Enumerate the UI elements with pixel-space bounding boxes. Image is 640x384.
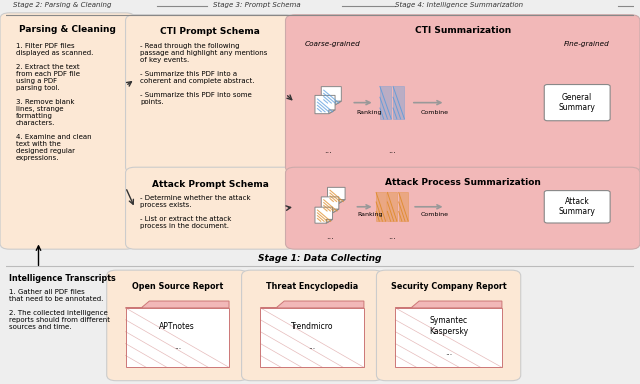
Text: ...: ...: [324, 146, 332, 154]
Text: CTI Prompt Schema: CTI Prompt Schema: [160, 27, 260, 36]
Text: Combine: Combine: [420, 110, 448, 115]
Text: Stage 2: Parsing & Cleaning: Stage 2: Parsing & Cleaning: [13, 2, 111, 8]
Text: Attack
Summary: Attack Summary: [559, 197, 596, 217]
Text: ...: ...: [388, 232, 396, 241]
Polygon shape: [329, 110, 335, 114]
Text: Attack Process Summarization: Attack Process Summarization: [385, 177, 541, 187]
Text: Symantec
Kaspersky

...: Symantec Kaspersky ...: [429, 316, 468, 356]
FancyBboxPatch shape: [393, 86, 404, 119]
Text: APTnotes

...: APTnotes ...: [159, 321, 195, 351]
Text: Trendmicro

...: Trendmicro ...: [291, 321, 333, 351]
FancyBboxPatch shape: [399, 192, 408, 221]
FancyBboxPatch shape: [125, 15, 295, 173]
FancyBboxPatch shape: [376, 270, 521, 381]
FancyBboxPatch shape: [544, 84, 610, 121]
Text: Intelligence Transcripts: Intelligence Transcripts: [10, 274, 116, 283]
FancyBboxPatch shape: [125, 308, 229, 367]
Polygon shape: [396, 301, 502, 308]
Text: Stage 3: Prompt Schema: Stage 3: Prompt Schema: [213, 2, 301, 8]
Polygon shape: [326, 219, 333, 223]
Text: Attack Prompt Schema: Attack Prompt Schema: [152, 180, 269, 189]
Text: ...: ...: [326, 232, 334, 241]
FancyBboxPatch shape: [380, 86, 391, 119]
FancyBboxPatch shape: [285, 167, 640, 249]
Polygon shape: [315, 95, 335, 114]
Text: Open Source Report: Open Source Report: [132, 281, 223, 291]
Text: 1. Gather all PDF files
that need to be annotated.

2. The collected intelligenc: 1. Gather all PDF files that need to be …: [10, 289, 111, 330]
FancyBboxPatch shape: [376, 192, 385, 221]
Text: Stage 1: Data Collecting: Stage 1: Data Collecting: [259, 254, 381, 263]
Text: 1. Filter PDF files
displayed as scanned.

2. Extract the text
from each PDF fil: 1. Filter PDF files displayed as scanned…: [16, 43, 93, 161]
FancyBboxPatch shape: [107, 270, 248, 381]
FancyBboxPatch shape: [241, 270, 383, 381]
Text: Stage 4: Intelligence Summarization: Stage 4: Intelligence Summarization: [396, 2, 524, 8]
Polygon shape: [260, 301, 364, 308]
Polygon shape: [315, 207, 333, 223]
FancyBboxPatch shape: [285, 15, 640, 173]
FancyBboxPatch shape: [260, 308, 364, 367]
Polygon shape: [333, 209, 339, 213]
Text: Security Company Report: Security Company Report: [391, 281, 506, 291]
Text: General
Summary: General Summary: [559, 93, 596, 113]
Polygon shape: [125, 301, 229, 308]
Text: Fine-grained: Fine-grained: [564, 41, 609, 47]
Text: Coarse-grained: Coarse-grained: [305, 41, 360, 47]
Polygon shape: [321, 197, 339, 213]
Text: Parsing & Cleaning: Parsing & Cleaning: [19, 25, 116, 35]
Text: Threat Encyclopedia: Threat Encyclopedia: [266, 281, 358, 291]
Polygon shape: [328, 187, 345, 204]
Polygon shape: [335, 101, 341, 105]
Text: Ranking: Ranking: [357, 110, 382, 115]
Polygon shape: [321, 87, 341, 105]
FancyBboxPatch shape: [0, 13, 135, 249]
Text: - Read through the following
passage and highlight any mentions
of key events.

: - Read through the following passage and…: [140, 43, 268, 105]
Text: Ranking: Ranking: [357, 212, 383, 217]
FancyBboxPatch shape: [544, 190, 610, 223]
FancyBboxPatch shape: [396, 308, 502, 367]
Text: - Determine whether the attack
process exists.

- List or extract the attack
pro: - Determine whether the attack process e…: [140, 195, 251, 229]
Polygon shape: [339, 200, 345, 204]
Text: Combine: Combine: [420, 212, 448, 217]
Text: CTI Summarization: CTI Summarization: [415, 26, 511, 35]
FancyBboxPatch shape: [387, 192, 397, 221]
Text: ...: ...: [388, 146, 396, 154]
FancyBboxPatch shape: [125, 167, 295, 249]
